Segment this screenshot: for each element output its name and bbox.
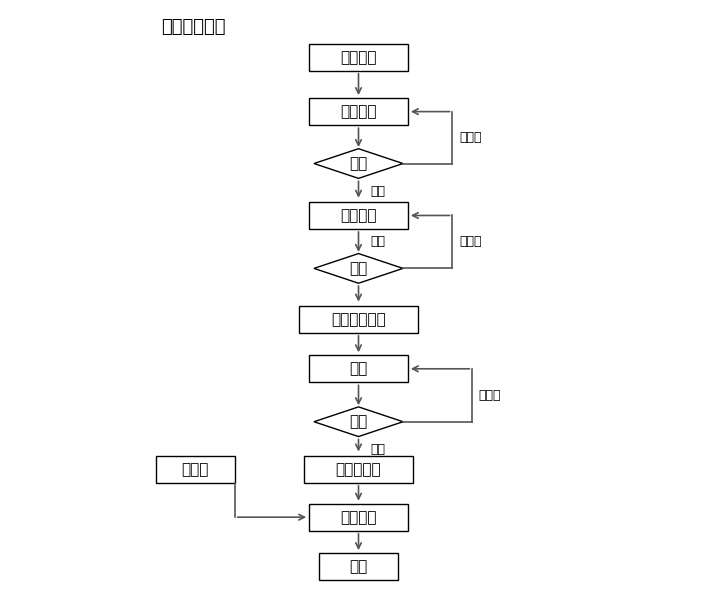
Text: 检验: 检验 xyxy=(349,156,368,171)
Text: 不合格: 不合格 xyxy=(479,389,501,402)
FancyBboxPatch shape xyxy=(156,456,235,483)
FancyBboxPatch shape xyxy=(309,355,408,382)
FancyBboxPatch shape xyxy=(319,553,398,580)
Text: 不合格: 不合格 xyxy=(459,131,481,144)
Text: 合格: 合格 xyxy=(371,443,386,456)
Text: 施工准备: 施工准备 xyxy=(341,50,376,65)
Polygon shape xyxy=(314,407,403,437)
Text: 沟槽开挖: 沟槽开挖 xyxy=(341,104,376,119)
Polygon shape xyxy=(314,149,403,178)
Text: 垫层施工: 垫层施工 xyxy=(341,208,376,223)
Text: 检验: 检验 xyxy=(349,261,368,276)
Text: 检验: 检验 xyxy=(349,414,368,429)
FancyBboxPatch shape xyxy=(309,98,408,125)
Text: 闭水试验: 闭水试验 xyxy=(341,510,376,525)
Text: 检查井: 检查井 xyxy=(181,462,209,477)
Text: 护管混凝土: 护管混凝土 xyxy=(336,462,381,477)
Text: 合格: 合格 xyxy=(371,236,386,248)
Text: 一、工艺流程: 一、工艺流程 xyxy=(161,18,225,35)
FancyBboxPatch shape xyxy=(299,306,418,333)
Text: 不合格: 不合格 xyxy=(459,236,481,248)
Text: 管道平基施工: 管道平基施工 xyxy=(331,312,386,327)
FancyBboxPatch shape xyxy=(309,504,408,531)
FancyBboxPatch shape xyxy=(309,44,408,71)
Text: 安管: 安管 xyxy=(349,361,368,376)
Polygon shape xyxy=(314,253,403,283)
Text: 回填: 回填 xyxy=(349,559,368,574)
FancyBboxPatch shape xyxy=(304,456,413,483)
Text: 合格: 合格 xyxy=(371,185,386,198)
FancyBboxPatch shape xyxy=(309,202,408,229)
